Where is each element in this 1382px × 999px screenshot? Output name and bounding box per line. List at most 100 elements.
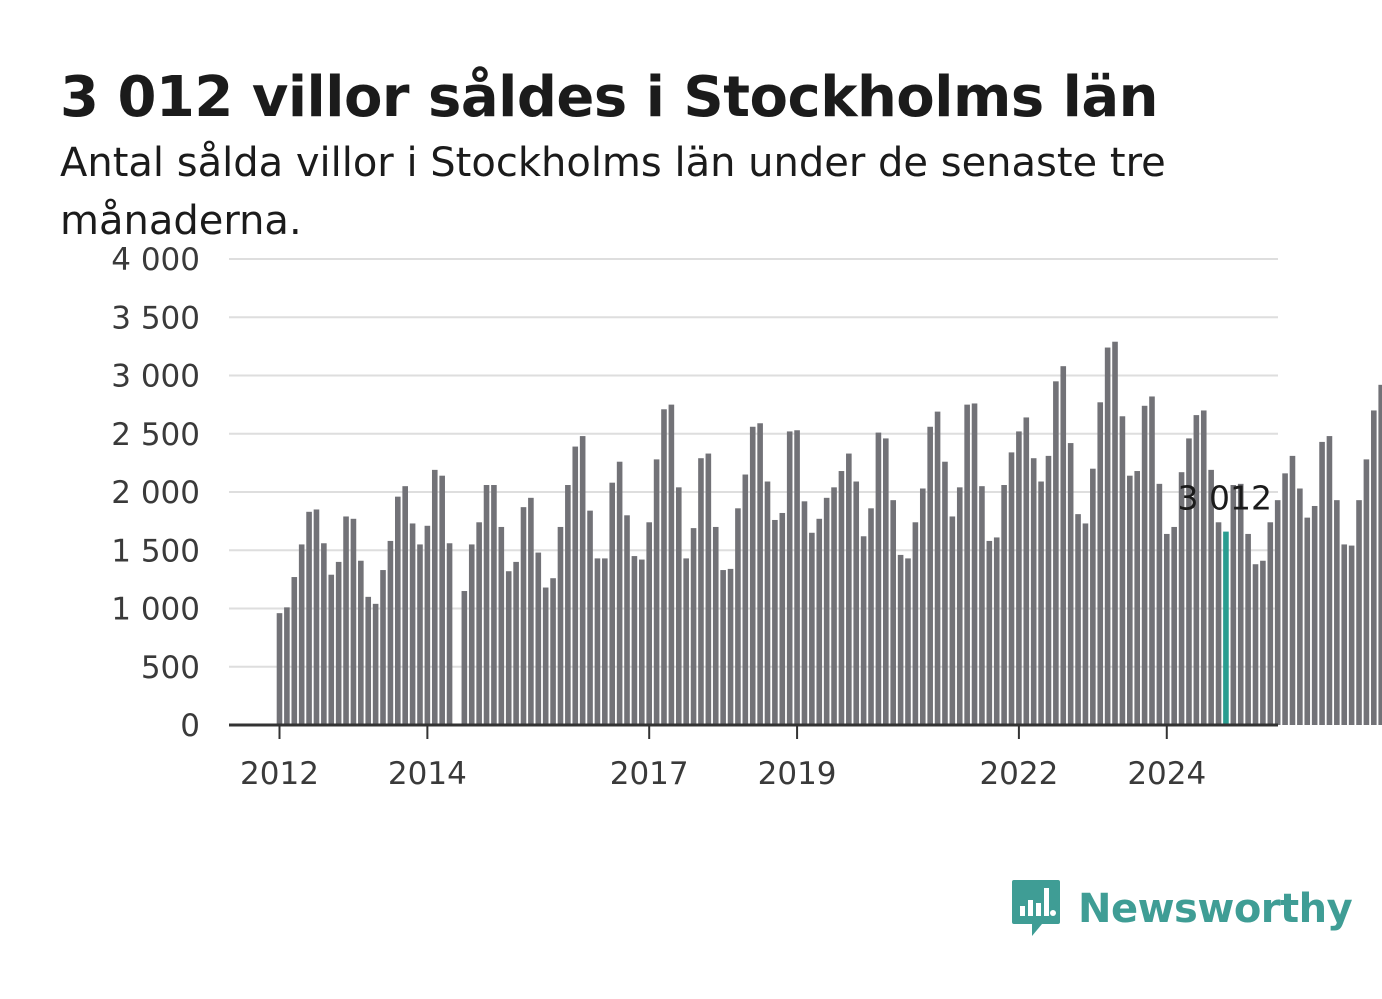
bar [587, 510, 593, 725]
bar [1030, 458, 1037, 725]
bar [1127, 475, 1133, 725]
bar [890, 500, 897, 725]
bar [653, 459, 660, 725]
bar [535, 552, 542, 725]
bar [343, 516, 349, 725]
bar [720, 570, 726, 725]
bar [868, 508, 874, 725]
bar [1119, 416, 1126, 725]
bar [380, 570, 386, 725]
bar [816, 518, 823, 725]
bar [402, 486, 408, 725]
x-tick-label: 2014 [388, 756, 467, 792]
bar [550, 578, 556, 725]
y-tick-label: 4 000 [111, 242, 200, 278]
bar [1289, 455, 1296, 725]
bar [1097, 402, 1104, 725]
bar [520, 507, 527, 725]
bar [1319, 441, 1325, 725]
bar [883, 438, 889, 725]
bar [1112, 341, 1118, 725]
bar [986, 540, 993, 725]
bar [1090, 468, 1096, 725]
bar [1193, 415, 1200, 725]
bar [735, 508, 741, 725]
bar [372, 603, 379, 725]
bar [579, 436, 586, 725]
bar [306, 511, 312, 725]
bar [993, 537, 1000, 725]
bar [483, 485, 490, 725]
bar [1230, 485, 1237, 725]
bar [1348, 545, 1355, 725]
bar [1023, 417, 1030, 725]
bar [1237, 483, 1244, 725]
bar [1334, 500, 1340, 725]
bar [498, 526, 505, 725]
bar [1045, 455, 1052, 725]
bar [602, 558, 608, 725]
bar [831, 487, 837, 725]
bar [1104, 347, 1111, 725]
bar [431, 469, 438, 725]
bar [897, 554, 904, 725]
y-tick-label: 3 500 [111, 300, 200, 336]
bar-highlight [1223, 531, 1229, 725]
bar [1001, 485, 1007, 725]
bar [853, 481, 860, 725]
bar [823, 497, 830, 725]
bar [742, 474, 749, 725]
bar [1067, 443, 1074, 725]
annotations: 3 012 [1178, 479, 1272, 518]
bar [1053, 381, 1059, 725]
bar [860, 536, 867, 725]
bar [417, 544, 423, 725]
bar [446, 543, 453, 725]
bar [395, 496, 401, 725]
x-tick-label: 2022 [979, 756, 1058, 792]
bar [313, 509, 320, 725]
bar [1311, 505, 1318, 725]
x-tick-label: 2024 [1127, 756, 1206, 792]
y-tick-label: 500 [141, 650, 200, 686]
bar [927, 426, 933, 725]
bar [461, 591, 468, 725]
brand-name: Newsworthy [1078, 886, 1353, 932]
bar [1178, 472, 1185, 725]
bar [557, 526, 564, 725]
bar [1208, 469, 1214, 725]
bar [956, 487, 963, 725]
bar [1038, 481, 1044, 725]
bar [468, 544, 475, 725]
bar [365, 596, 372, 725]
bar [1260, 560, 1266, 725]
bar [439, 475, 445, 725]
bar [705, 453, 712, 725]
bar [905, 558, 911, 725]
bar [616, 461, 623, 725]
bar [328, 574, 335, 725]
bar [321, 543, 327, 725]
bar [971, 403, 978, 725]
bar [749, 426, 756, 725]
bar [838, 471, 845, 725]
y-axis-labels: 0 500 1 000 1 500 2 000 2 500 3 000 3 500 4 000 [111, 242, 200, 744]
bar [284, 607, 290, 725]
y-tick-label: 3 000 [111, 359, 200, 395]
bar [572, 446, 579, 725]
bar [1274, 500, 1281, 725]
bar [1134, 471, 1141, 725]
bar [675, 487, 682, 725]
bar [779, 512, 786, 725]
bar [1363, 459, 1370, 725]
bar [1356, 500, 1362, 725]
y-tick-label: 0 [180, 708, 200, 744]
bar [698, 458, 704, 725]
bar [1371, 410, 1377, 725]
bar [476, 522, 482, 725]
newsworthy-logo: Newsworthy [1010, 878, 1353, 940]
bar [1215, 522, 1222, 725]
bar [1082, 523, 1089, 725]
bars [276, 341, 1382, 725]
